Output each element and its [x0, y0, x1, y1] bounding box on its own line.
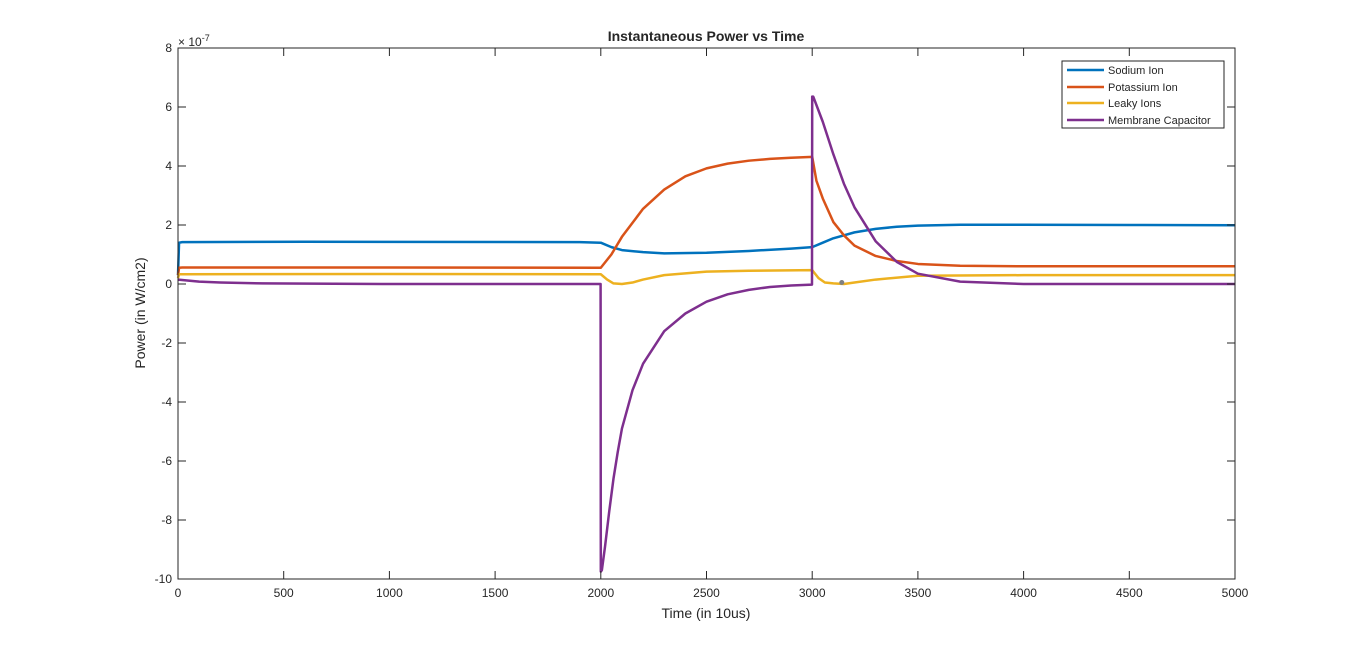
y-exponent-base: × 10 — [178, 35, 202, 49]
y-tick-label: -6 — [161, 454, 172, 468]
x-tick-label: 2000 — [587, 586, 614, 600]
x-tick-label: 500 — [274, 586, 294, 600]
x-axis-label: Time (in 10us) — [662, 605, 751, 621]
ticks-layer — [177, 47, 1236, 580]
x-tick-label: 3000 — [799, 586, 826, 600]
x-tick-label: 0 — [175, 586, 182, 600]
series-line-sodium-ion — [176, 223, 1236, 276]
x-tick-label: 3500 — [905, 586, 932, 600]
y-tick-label: -4 — [161, 395, 172, 409]
legend-box — [1061, 60, 1225, 129]
y-axis-label: Power (in W/cm2) — [132, 257, 148, 368]
y-tick-label: 6 — [165, 100, 172, 114]
y-tick-label: -10 — [155, 572, 173, 586]
data-marker — [839, 280, 845, 286]
y-tick-label: 2 — [165, 218, 172, 232]
plot-area — [178, 48, 1235, 579]
x-tick-label: 1500 — [482, 586, 509, 600]
chart-title: Instantaneous Power vs Time — [608, 28, 805, 44]
y-tick-label: -2 — [161, 336, 172, 350]
x-tick-label: 2500 — [693, 586, 720, 600]
y-exponent-label: × 10-7 — [178, 33, 210, 49]
legend-label-potassium: Potassium Ion — [1108, 82, 1178, 94]
y-tick-label: -8 — [161, 513, 172, 527]
legend-label-leaky: Leaky Ions — [1108, 98, 1162, 110]
x-tick-label: 4500 — [1116, 586, 1143, 600]
x-tick-label: 4000 — [1010, 586, 1037, 600]
legend-label-membrane: Membrane Capacitor — [1108, 115, 1211, 127]
y-exponent-power: -7 — [202, 33, 210, 43]
legend-label-sodium: Sodium Ion — [1108, 65, 1164, 77]
annotation-layer — [839, 280, 845, 286]
y-tick-label: 8 — [165, 41, 172, 55]
tick-labels-layer: 0 500 1000 1500 2000 2500 3000 3500 4000 4500 5000… — [155, 41, 1249, 600]
x-tick-label: 5000 — [1222, 586, 1249, 600]
y-tick-label: 0 — [165, 277, 172, 291]
x-tick-label: 1000 — [376, 586, 403, 600]
legend: Sodium Ion Potassium Ion Leaky Ions Memb… — [1061, 60, 1225, 129]
series-line-potassium-ion — [176, 155, 1235, 276]
series-line-leaky-ions — [176, 268, 1235, 286]
series-layer — [176, 95, 1236, 573]
y-tick-label: 4 — [165, 159, 172, 173]
series-line-membrane-capacitor — [177, 95, 1235, 573]
